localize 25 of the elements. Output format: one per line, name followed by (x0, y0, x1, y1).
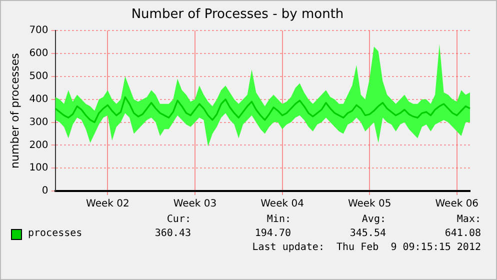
y-tick-label: 700 (29, 25, 48, 36)
x-tick-label: Week 04 (260, 198, 304, 210)
y-axis-title: number of processes (8, 52, 22, 168)
y-tick-label: 500 (29, 71, 48, 82)
chart-title: Number of Processes - by month (131, 7, 344, 22)
legend-label: processes (28, 227, 82, 241)
text: 360.43 (154, 227, 191, 241)
text: Max: (456, 213, 481, 227)
y-tick-label: 100 (29, 162, 48, 174)
y-tick-label: 300 (29, 116, 48, 128)
text: Cur: (166, 213, 191, 227)
y-tick-label: 200 (29, 140, 48, 151)
x-tick-label: Week 03 (173, 198, 217, 210)
x-tick-label: Week 05 (348, 198, 392, 210)
y-tick-label: 600 (29, 48, 48, 60)
y-tick-label: 400 (29, 94, 48, 105)
x-tick-label: Week 02 (86, 198, 130, 210)
x-tick-label: Week 06 (435, 198, 479, 210)
text: 641.08 (444, 227, 481, 241)
y-tick-label: 0 (42, 186, 48, 197)
text: Min: (266, 213, 291, 227)
text: Last update: Thu Feb 9 09:15:15 2012 (251, 241, 481, 255)
text: 345.54 (348, 227, 386, 241)
text: Avg: (360, 213, 386, 227)
text: 194.70 (254, 227, 291, 241)
